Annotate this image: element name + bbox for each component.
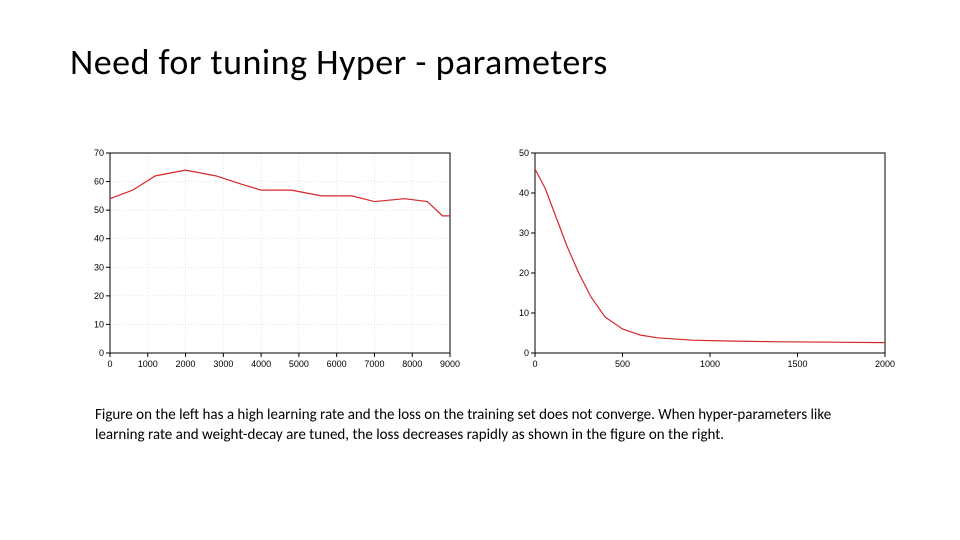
- svg-text:5000: 5000: [289, 359, 309, 369]
- svg-text:20: 20: [94, 291, 104, 301]
- svg-text:40: 40: [94, 234, 104, 244]
- svg-text:30: 30: [519, 228, 529, 238]
- svg-text:10: 10: [519, 308, 529, 318]
- svg-text:1000: 1000: [700, 359, 720, 369]
- svg-text:7000: 7000: [364, 359, 384, 369]
- svg-text:2000: 2000: [176, 359, 196, 369]
- charts-row: 0100020003000400050006000700080009000010…: [70, 145, 900, 375]
- svg-text:3000: 3000: [213, 359, 233, 369]
- svg-text:1500: 1500: [787, 359, 807, 369]
- svg-text:0: 0: [532, 359, 537, 369]
- svg-text:40: 40: [519, 188, 529, 198]
- svg-text:2000: 2000: [875, 359, 895, 369]
- svg-text:8000: 8000: [402, 359, 422, 369]
- caption-text: Figure on the left has a high learning r…: [95, 405, 875, 446]
- svg-text:30: 30: [94, 262, 104, 272]
- svg-text:0: 0: [107, 359, 112, 369]
- svg-text:4000: 4000: [251, 359, 271, 369]
- svg-text:70: 70: [94, 148, 104, 158]
- svg-text:6000: 6000: [327, 359, 347, 369]
- chart-right: 0 500 1000 1500 2000 0 10 20 30 40 50: [500, 145, 900, 375]
- svg-text:50: 50: [519, 148, 529, 158]
- svg-text:0: 0: [524, 348, 529, 358]
- svg-text:60: 60: [94, 177, 104, 187]
- chart-left: 0 1000 2000 3000 4000 5000 6000 7000 8000 9000 0 10…: [70, 145, 470, 375]
- svg-text:0: 0: [99, 348, 104, 358]
- chart-left-svg: 0 1000 2000 3000 4000 5000 6000 7000 8000 9000 0 10…: [70, 145, 470, 375]
- svg-text:50: 50: [94, 205, 104, 215]
- page-title: Need for tuning Hyper - parameters: [70, 40, 608, 84]
- svg-text:500: 500: [615, 359, 630, 369]
- svg-text:10: 10: [94, 319, 104, 329]
- svg-text:9000: 9000: [440, 359, 460, 369]
- svg-text:1000: 1000: [138, 359, 158, 369]
- svg-text:20: 20: [519, 268, 529, 278]
- chart-right-svg: 0 500 1000 1500 2000 0 10 20 30 40 50: [500, 145, 900, 375]
